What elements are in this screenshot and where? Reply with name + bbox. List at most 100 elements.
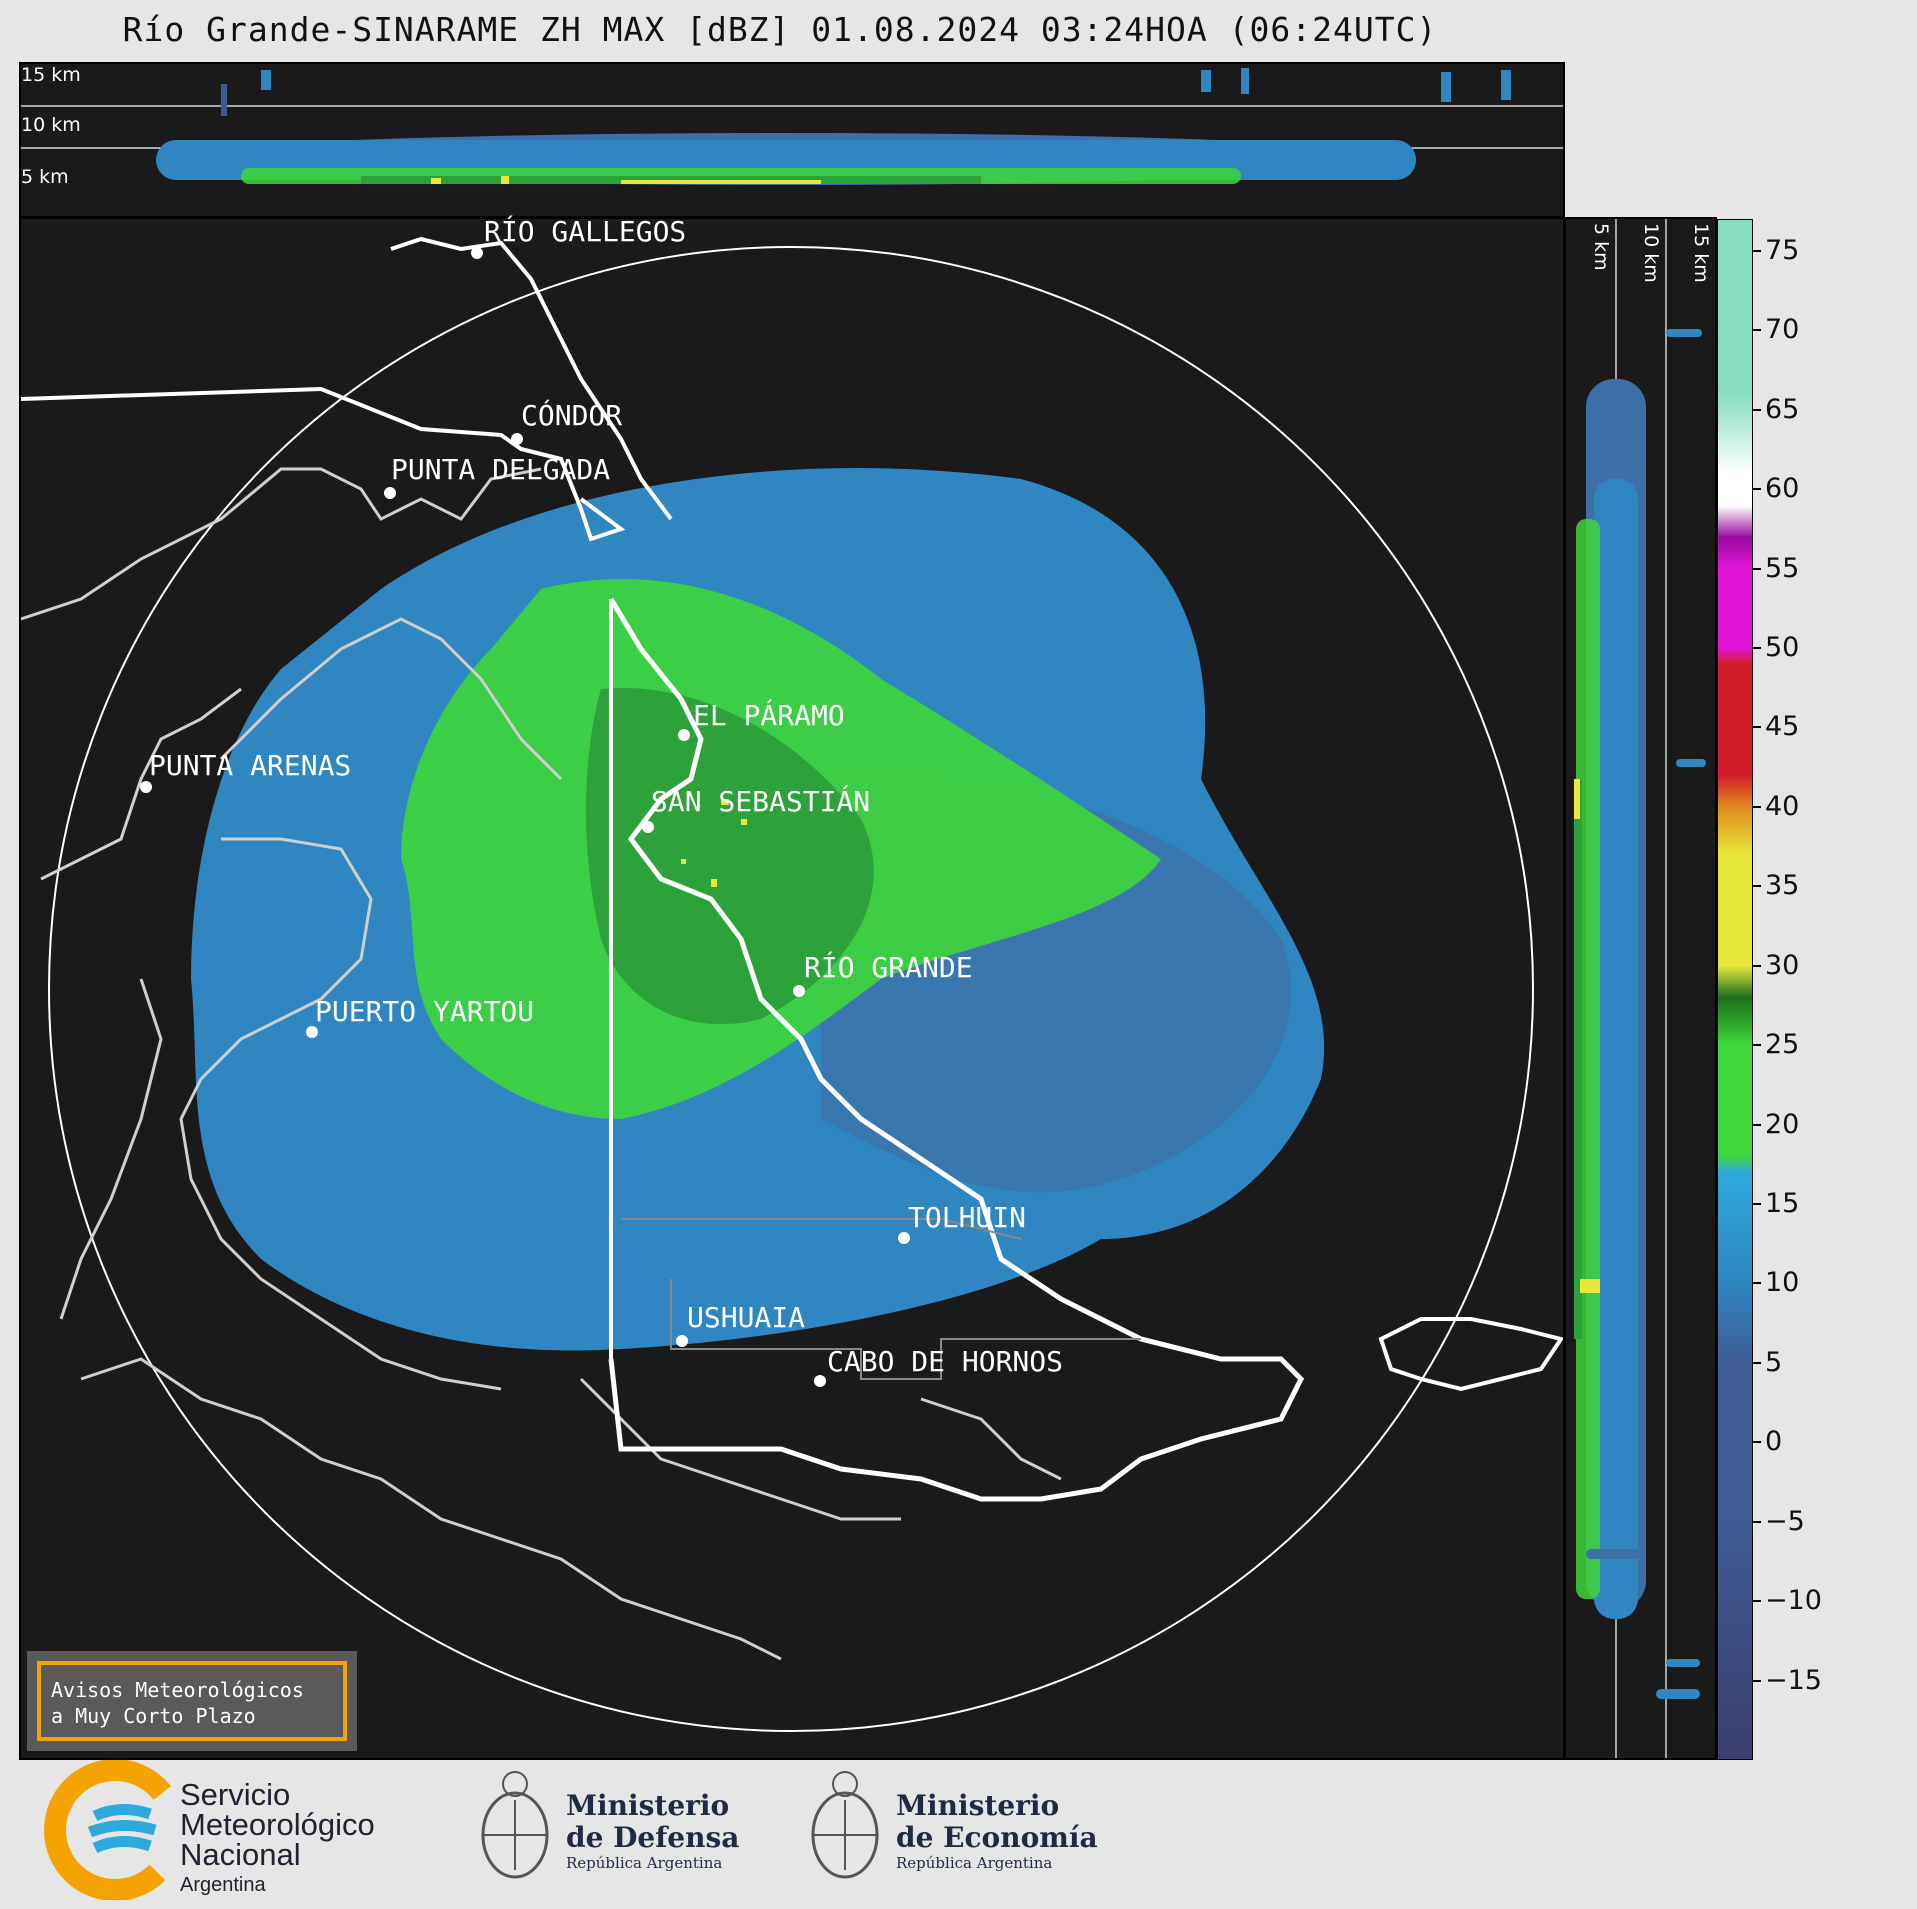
city-label-punta-arenas: PUNTA ARENAS <box>149 749 352 782</box>
city-marker-rio-grande <box>793 985 805 997</box>
colorbar-tick-label: −10 <box>1765 1585 1822 1617</box>
city-marker-cabo-de-hornos <box>814 1375 826 1387</box>
colorbar-tick-label: 40 <box>1765 790 1800 822</box>
city-marker-ushuaia <box>676 1335 688 1347</box>
colorbar-tick <box>1753 1679 1761 1682</box>
top-altitude-label-5km: 5 km <box>21 166 69 188</box>
colorbar-tick-label: 45 <box>1765 711 1800 743</box>
economia-seal-icon <box>811 1771 879 1879</box>
colorbar-tick-label: 30 <box>1765 949 1800 981</box>
side-altitude-label-10km: 10 km <box>1640 223 1662 283</box>
economia-logo: Ministerio de Economía República Argenti… <box>800 1760 1120 1900</box>
colorbar-tick <box>1753 249 1761 252</box>
city-marker-puerto-yartou <box>306 1026 318 1038</box>
colorbar-tick <box>1753 567 1761 570</box>
city-marker-condor <box>511 433 523 445</box>
city-label-tolhuin: TOLHUIN <box>908 1201 1027 1234</box>
defensa-line3: República Argentina <box>566 1854 723 1872</box>
radar-map[interactable]: RÍO GALLEGOS CÓNDOR PUNTA DELGADA EL PÁR… <box>19 215 1565 1760</box>
smn-logo: Servicio Meteorológico Nacional Argentin… <box>40 1760 420 1900</box>
colorbar-tick <box>1753 408 1761 411</box>
colorbar-tick-label: 65 <box>1765 393 1800 425</box>
tierra-del-fuego-outline <box>608 597 1305 1502</box>
top-altitude-label-10km: 10 km <box>21 114 81 136</box>
isla-de-los-estados <box>1378 1317 1563 1392</box>
city-marker-punta-delgada <box>384 487 396 499</box>
city-label-rio-gallegos: RÍO GALLEGOS <box>484 215 687 248</box>
radar-map-canvas <box>21 236 1563 1732</box>
city-label-rio-grande: RÍO GRANDE <box>804 951 973 984</box>
province-lines <box>621 1218 1141 1380</box>
city-label-san-sebastian: SAN SEBASTIÁN <box>651 785 871 818</box>
colorbar-tick-label: 55 <box>1765 552 1800 584</box>
colorbar-tick <box>1753 885 1761 888</box>
notice-box[interactable]: Avisos Meteorológicos a Muy Corto Plazo <box>27 1651 357 1751</box>
colorbar-tick <box>1753 1361 1761 1364</box>
colorbar <box>1717 219 1753 1760</box>
side-altitude-label-15km: 15 km <box>1690 223 1712 283</box>
city-label-el-paramo: EL PÁRAMO <box>693 699 845 732</box>
city-label-punta-delgada: PUNTA DELGADA <box>391 453 611 486</box>
colorbar-tick <box>1753 805 1761 808</box>
side-section-echo <box>1574 219 1706 1758</box>
smn-logo-line4: Argentina <box>180 1874 266 1896</box>
colorbar-tick-label: 15 <box>1765 1187 1800 1219</box>
colorbar-tick-label: 25 <box>1765 1029 1800 1061</box>
colorbar-tick-label: 5 <box>1765 1346 1783 1378</box>
colorbar-tick-label: −5 <box>1765 1505 1805 1537</box>
top-altitude-label-15km: 15 km <box>21 64 81 86</box>
border-north <box>21 386 626 542</box>
city-label-ushuaia: USHUAIA <box>687 1301 806 1334</box>
city-marker-rio-gallegos <box>471 247 483 259</box>
city-marker-punta-arenas <box>140 781 152 793</box>
coastline-gray <box>21 467 1062 1661</box>
colorbar-tick <box>1753 726 1761 729</box>
colorbar-tick-label: 60 <box>1765 473 1800 505</box>
colorbar-tick <box>1753 329 1761 332</box>
colorbar-tick-label: 70 <box>1765 314 1800 346</box>
colorbar-tick <box>1753 1044 1761 1047</box>
colorbar-tick-label: 35 <box>1765 870 1800 902</box>
colorbar-tick <box>1753 964 1761 967</box>
notice-line-2: a Muy Corto Plazo <box>51 1704 256 1728</box>
economia-line3: República Argentina <box>896 1854 1053 1872</box>
city-marker-tolhuin <box>898 1232 910 1244</box>
smn-logo-line1: Servicio <box>180 1777 291 1812</box>
economia-line1: Ministerio <box>896 1789 1060 1822</box>
colorbar-tick <box>1753 1282 1761 1285</box>
smn-logo-line2: Meteorológico <box>180 1807 375 1842</box>
top-section-echo <box>21 68 1563 185</box>
notice-line-1: Avisos Meteorológicos <box>51 1678 304 1702</box>
colorbar-tick-label: 75 <box>1765 234 1800 266</box>
smn-logo-icon <box>43 1760 186 1900</box>
side-altitude-label-5km: 5 km <box>1590 223 1612 271</box>
colorbar-tick <box>1753 488 1761 491</box>
border-gallegos <box>390 236 673 521</box>
defensa-seal-icon <box>481 1771 549 1879</box>
city-label-condor: CÓNDOR <box>521 399 623 432</box>
city-label-cabo-de-hornos: CABO DE HORNOS <box>827 1345 1064 1378</box>
colorbar-tick <box>1753 1600 1761 1603</box>
economia-line2: de Economía <box>896 1821 1098 1854</box>
colorbar-tick <box>1753 1202 1761 1205</box>
defensa-line2: de Defensa <box>566 1821 740 1854</box>
city-marker-san-sebastian <box>642 821 654 833</box>
side-vertical-section: 5 km 10 km 15 km <box>1564 217 1717 1760</box>
city-marker-el-paramo <box>678 729 690 741</box>
defensa-logo: Ministerio de Defensa República Argentin… <box>470 1760 770 1900</box>
city-label-puerto-yartou: PUERTO YARTOU <box>315 995 535 1028</box>
colorbar-tick <box>1753 646 1761 649</box>
colorbar-tick-label: 0 <box>1765 1426 1783 1458</box>
colorbar-tick <box>1753 1441 1761 1444</box>
colorbar-tick-label: 50 <box>1765 631 1800 663</box>
echo-dark-green-core <box>586 687 874 1025</box>
colorbar-tick <box>1753 1123 1761 1126</box>
colorbar-tick-label: −15 <box>1765 1664 1822 1696</box>
chart-title: Río Grande-SINARAME ZH MAX [dBZ] 01.08.2… <box>122 10 1438 49</box>
smn-logo-line3: Nacional <box>180 1837 301 1872</box>
colorbar-tick-label: 20 <box>1765 1108 1800 1140</box>
colorbar-tick-label: 10 <box>1765 1267 1800 1299</box>
top-vertical-section: 15 km 10 km 5 km <box>19 62 1565 218</box>
colorbar-tick <box>1753 1520 1761 1523</box>
notice-box-inner: Avisos Meteorológicos a Muy Corto Plazo <box>37 1661 347 1741</box>
